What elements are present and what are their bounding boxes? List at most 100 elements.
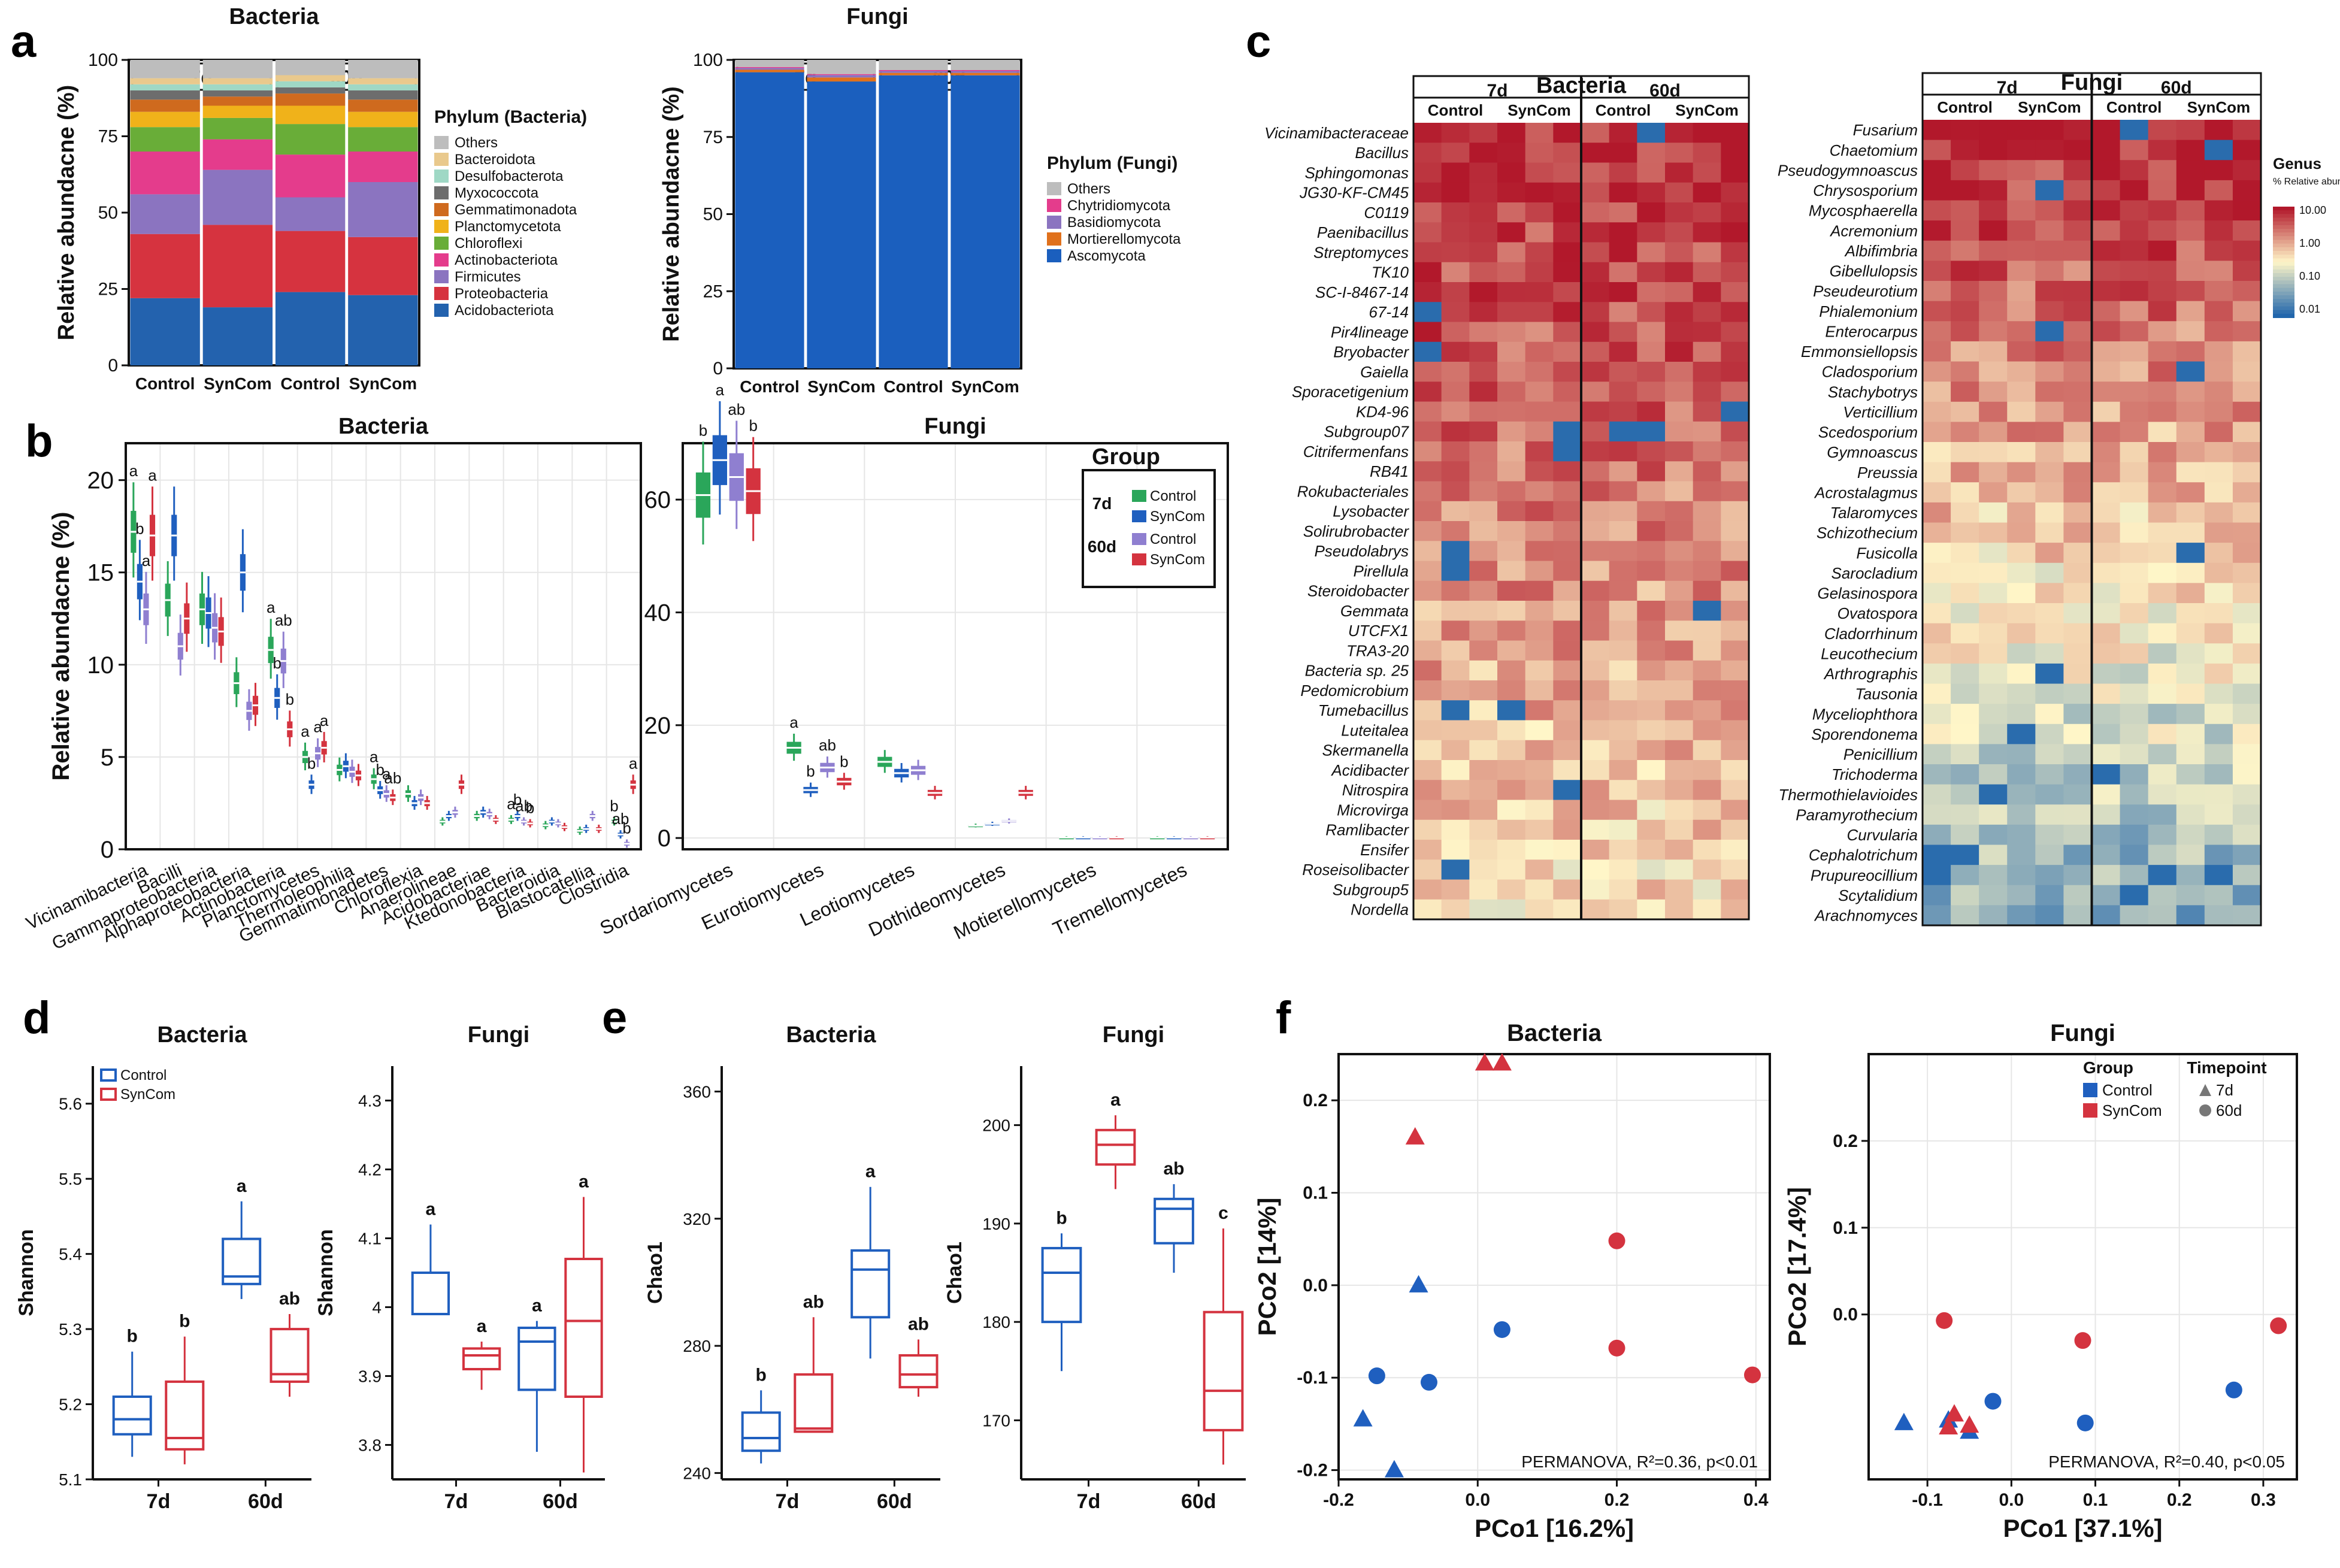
heatmap-cell — [1951, 603, 1979, 624]
heatmap-cell — [1693, 760, 1721, 780]
heatmap-cell — [2148, 261, 2177, 281]
heatmap-cell — [1497, 481, 1526, 502]
heatmap-cell — [2007, 382, 2036, 402]
heatmap-cell — [2176, 643, 2205, 664]
heatmap-cell — [1525, 819, 1554, 840]
point-triangle — [1475, 1053, 1494, 1071]
heatmap-cell — [1413, 601, 1442, 621]
heatmap-cell — [1951, 744, 1979, 765]
heatmap-cell — [1413, 700, 1442, 721]
heatmap-cell — [1979, 361, 2008, 382]
x-tick-label: -0.1 — [1912, 1490, 1943, 1510]
heatmap-cell — [2063, 120, 2092, 141]
heatmap-cell — [1665, 660, 1694, 681]
heatmap-cell — [2120, 724, 2149, 744]
chart-title: Fungi — [846, 4, 908, 29]
heatmap-cell — [2120, 200, 2149, 221]
heatmap-cell — [1413, 421, 1442, 442]
heatmap-cell — [1497, 780, 1526, 800]
heatmap-cell — [1553, 720, 1582, 741]
heatmap-cell — [1609, 700, 1637, 721]
legend-label: Actinobacteriota — [455, 252, 558, 268]
heatmap-cell — [2120, 120, 2149, 141]
heatmap-cell — [2204, 643, 2233, 664]
heatmap-row-label: Myceliophthora — [1812, 705, 1918, 723]
heatmap-cell — [1979, 663, 2008, 684]
heatmap-cell — [2204, 180, 2233, 201]
bar-segment — [202, 225, 273, 308]
heatmap-cell — [1637, 441, 1666, 462]
heatmap-cell — [1413, 202, 1442, 223]
heatmap-cell — [2007, 422, 2036, 443]
heatmap-cell — [2120, 502, 2149, 523]
heatmap-cell — [2091, 281, 2121, 302]
heatmap-row-label: Ovatospora — [1838, 604, 1918, 622]
heatmap-cell — [2120, 784, 2149, 805]
heatmap-row-label: TRA3-20 — [1346, 641, 1409, 659]
heatmap-cell — [2007, 502, 2036, 523]
heatmap-row-label: SC-I-8467-14 — [1315, 283, 1409, 301]
heatmap-cell — [2232, 502, 2262, 523]
heatmap-cell — [1441, 899, 1470, 920]
heatmap-cell — [2204, 663, 2233, 684]
heatmap-cell — [1581, 740, 1610, 761]
heatmap-cell — [1609, 760, 1637, 780]
heatmap-cell — [2035, 160, 2064, 181]
heatmap-cell — [1413, 162, 1442, 183]
heatmap-cell — [2232, 905, 2262, 926]
heatmap-cell — [2091, 905, 2121, 926]
heatmap-cell — [1923, 824, 1951, 845]
heatmap-cell — [1923, 180, 1951, 201]
heatmap-cell — [1553, 421, 1582, 442]
heatmap-cell — [2204, 341, 2233, 362]
heatmap-cell — [1665, 501, 1694, 522]
heatmap-cell — [2148, 502, 2177, 523]
heatmap-cell — [1951, 724, 1979, 744]
heatmap-cell — [1441, 222, 1470, 243]
heatmap-row-label: Subgroup07 — [1324, 423, 1409, 441]
heatmap-row-label: Mycosphaerella — [1809, 202, 1918, 220]
heatmap-cell — [2035, 764, 2064, 785]
heatmap-cell — [2148, 220, 2177, 241]
heatmap-row-label: Gaiella — [1360, 363, 1409, 381]
heatmap-cell — [2007, 281, 2036, 302]
legend-swatch — [1047, 249, 1061, 262]
heatmap-row-label: Tausonia — [1855, 685, 1918, 703]
heatmap-cell — [1637, 620, 1666, 641]
heatmap-cell — [1979, 844, 2008, 865]
heatmap-cell — [1525, 541, 1554, 561]
heatmap-cell — [1581, 441, 1610, 462]
legend-gradient-step — [2273, 214, 2294, 219]
point-triangle — [1939, 1417, 1958, 1435]
legend-swatch — [434, 136, 449, 149]
heatmap-cell — [1721, 242, 1749, 263]
plot-frame — [125, 442, 642, 850]
heatmap-cell — [1693, 800, 1721, 821]
heatmap-cell — [1951, 321, 1979, 342]
heatmap-cell — [1721, 541, 1749, 561]
heatmap-cell — [1553, 382, 1582, 402]
heatmap-cell — [1581, 202, 1610, 223]
heatmap-cell — [2007, 120, 2036, 141]
heatmap-cell — [1441, 700, 1470, 721]
heatmap-row-label: Sporendonema — [1811, 725, 1918, 743]
heatmap-cell — [1923, 804, 1951, 825]
x-tick-label: Control — [740, 377, 800, 396]
y-tick-label: 5.4 — [59, 1245, 82, 1264]
heatmap-cell — [1581, 640, 1610, 661]
box-body — [517, 1327, 556, 1391]
heatmap-cell — [1469, 521, 1498, 541]
significance-letter: a — [716, 381, 725, 399]
heatmap-cell — [1721, 879, 1749, 900]
y-tick-label: 15 — [87, 560, 114, 586]
heatmap-cell — [1553, 740, 1582, 761]
heatmap-cell — [2232, 281, 2262, 302]
heatmap-cell — [1951, 281, 1979, 302]
y-tick-label: 0 — [108, 356, 118, 376]
heatmap-cell — [1497, 382, 1526, 402]
heatmap-cell — [1413, 879, 1442, 900]
bar-segment — [130, 298, 200, 365]
x-tick-label: 60d — [1181, 1490, 1216, 1513]
heatmap-row-label: Lysobacter — [1333, 503, 1409, 520]
heatmap-cell — [1441, 202, 1470, 223]
